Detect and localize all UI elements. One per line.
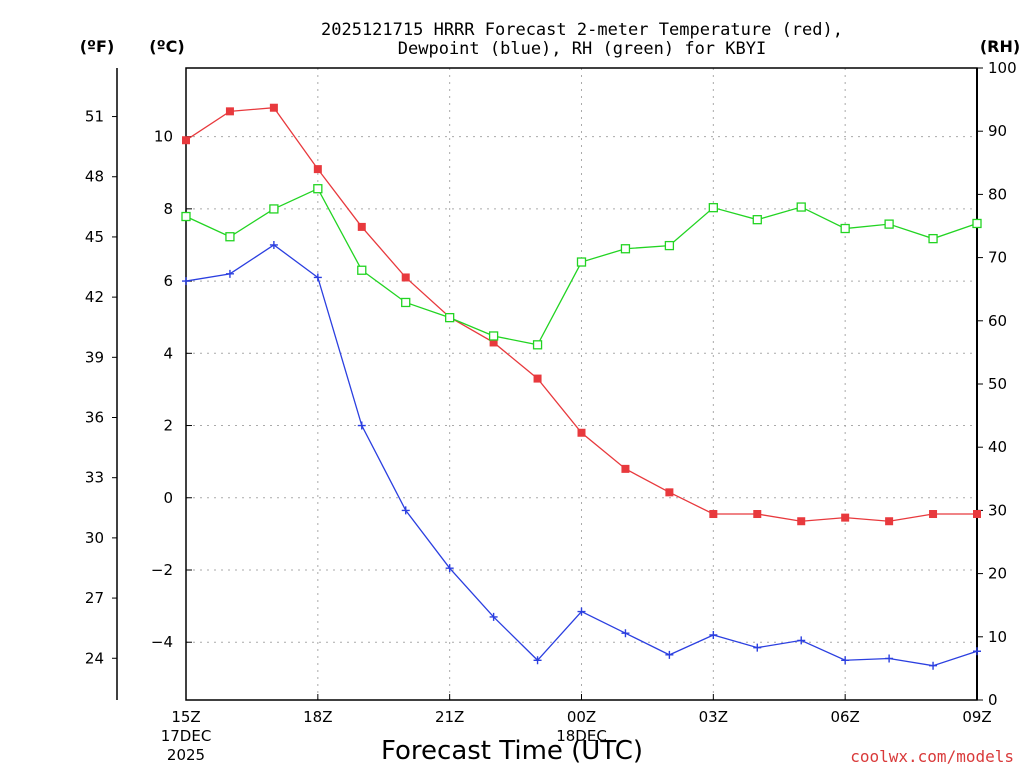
- fahrenheit-tick-label: 36: [85, 409, 104, 427]
- fahrenheit-unit-label: (ºF): [80, 37, 115, 56]
- temperature-point: [402, 273, 410, 281]
- celsius-tick-label: −4: [151, 633, 173, 651]
- tick-labels: −4−2024681024273033363942454851010203040…: [85, 59, 1017, 764]
- temperature-point: [665, 488, 673, 496]
- celsius-unit-label: (ºC): [149, 37, 184, 56]
- rh-tick-label: 80: [988, 185, 1007, 203]
- fahrenheit-tick-label: 39: [85, 348, 104, 366]
- x-tick-label: 00Z: [567, 708, 596, 726]
- rh-point: [709, 204, 717, 212]
- temperature-point: [358, 223, 366, 231]
- x-tick-date-label: 17DEC: [161, 727, 212, 745]
- x-tick-label: 03Z: [699, 708, 728, 726]
- temperature-point: [973, 510, 981, 518]
- dewpoint-point: [929, 662, 937, 670]
- temperature-point: [753, 510, 761, 518]
- rh-point: [665, 242, 673, 250]
- temperature-point: [270, 104, 278, 112]
- temperature-point: [885, 517, 893, 525]
- celsius-tick-label: 2: [163, 417, 173, 435]
- fahrenheit-tick-label: 48: [85, 168, 104, 186]
- rh-tick-label: 90: [988, 122, 1007, 140]
- celsius-tick-label: −2: [151, 561, 173, 579]
- x-tick-label: 06Z: [830, 708, 859, 726]
- fahrenheit-tick-label: 45: [85, 228, 104, 246]
- temperature-point: [621, 465, 629, 473]
- temperature-point: [534, 375, 542, 383]
- rh-point: [885, 220, 893, 228]
- rh-point: [402, 298, 410, 306]
- chart-title-line2: Dewpoint (blue), RH (green) for KBYI: [398, 39, 766, 59]
- grid-lines: [186, 68, 977, 700]
- rh-tick-label: 0: [988, 691, 998, 709]
- rh-point: [490, 332, 498, 340]
- x-tick-label: 15Z: [171, 708, 200, 726]
- rh-point: [621, 245, 629, 253]
- x-tick-year-label: 2025: [167, 746, 205, 764]
- fahrenheit-tick-label: 24: [85, 649, 104, 667]
- rh-tick-label: 50: [988, 375, 1007, 393]
- fahrenheit-tick-label: 30: [85, 529, 104, 547]
- rh-point: [578, 258, 586, 266]
- rh-tick-label: 10: [988, 628, 1007, 646]
- temperature-point: [929, 510, 937, 518]
- rh-tick-label: 30: [988, 501, 1007, 519]
- x-tick-label: 21Z: [435, 708, 464, 726]
- rh-point: [929, 235, 937, 243]
- credit-label: coolwx.com/models: [850, 747, 1014, 766]
- rh-point: [841, 225, 849, 233]
- rh-point: [973, 219, 981, 227]
- rh-point: [226, 233, 234, 241]
- fahrenheit-tick-label: 33: [85, 469, 104, 487]
- rh-point: [446, 314, 454, 322]
- temperature-point: [709, 510, 717, 518]
- rh-tick-label: 40: [988, 438, 1007, 456]
- meteogram-chart: 2025121715 HRRR Forecast 2-meter Tempera…: [0, 0, 1024, 768]
- x-axis-label: Forecast Time (UTC): [381, 736, 643, 766]
- dewpoint-point: [358, 422, 366, 430]
- rh-point: [270, 205, 278, 213]
- rh-point: [182, 213, 190, 221]
- celsius-tick-label: 4: [163, 344, 173, 362]
- dewpoint-point: [973, 647, 981, 655]
- dewpoint-point: [841, 656, 849, 664]
- celsius-tick-label: 6: [163, 272, 173, 290]
- rh-tick-label: 60: [988, 312, 1007, 330]
- temperature-point: [226, 107, 234, 115]
- fahrenheit-tick-label: 27: [85, 589, 104, 607]
- rh-point: [314, 185, 322, 193]
- rh-tick-label: 70: [988, 249, 1007, 267]
- dewpoint-point: [885, 654, 893, 662]
- dewpoint-point: [709, 631, 717, 639]
- rh-point: [534, 341, 542, 349]
- temperature-point: [841, 514, 849, 522]
- dewpoint-point: [621, 629, 629, 637]
- rh-point: [358, 266, 366, 274]
- x-tick-label: 09Z: [962, 708, 991, 726]
- axes: [112, 68, 983, 700]
- temperature-point: [314, 165, 322, 173]
- dewpoint-point: [797, 636, 805, 644]
- rh-point: [753, 216, 761, 224]
- dewpoint-point: [182, 277, 190, 285]
- dewpoint-point: [753, 644, 761, 652]
- temperature-point: [797, 517, 805, 525]
- temperature-point: [578, 429, 586, 437]
- x-tick-label: 18Z: [303, 708, 332, 726]
- fahrenheit-tick-label: 42: [85, 288, 104, 306]
- rh-tick-label: 100: [988, 59, 1017, 77]
- temperature-point: [182, 136, 190, 144]
- dewpoint-line: [186, 245, 977, 666]
- celsius-tick-label: 8: [163, 200, 173, 218]
- chart-title-line1: 2025121715 HRRR Forecast 2-meter Tempera…: [321, 20, 843, 40]
- rh-point: [797, 203, 805, 211]
- rh-tick-label: 20: [988, 565, 1007, 583]
- fahrenheit-tick-label: 51: [85, 108, 104, 126]
- dewpoint-point: [226, 270, 234, 278]
- celsius-tick-label: 10: [154, 128, 173, 146]
- celsius-tick-label: 0: [163, 489, 173, 507]
- dewpoint-point: [665, 651, 673, 659]
- rh-unit-label: (RH): [980, 37, 1020, 56]
